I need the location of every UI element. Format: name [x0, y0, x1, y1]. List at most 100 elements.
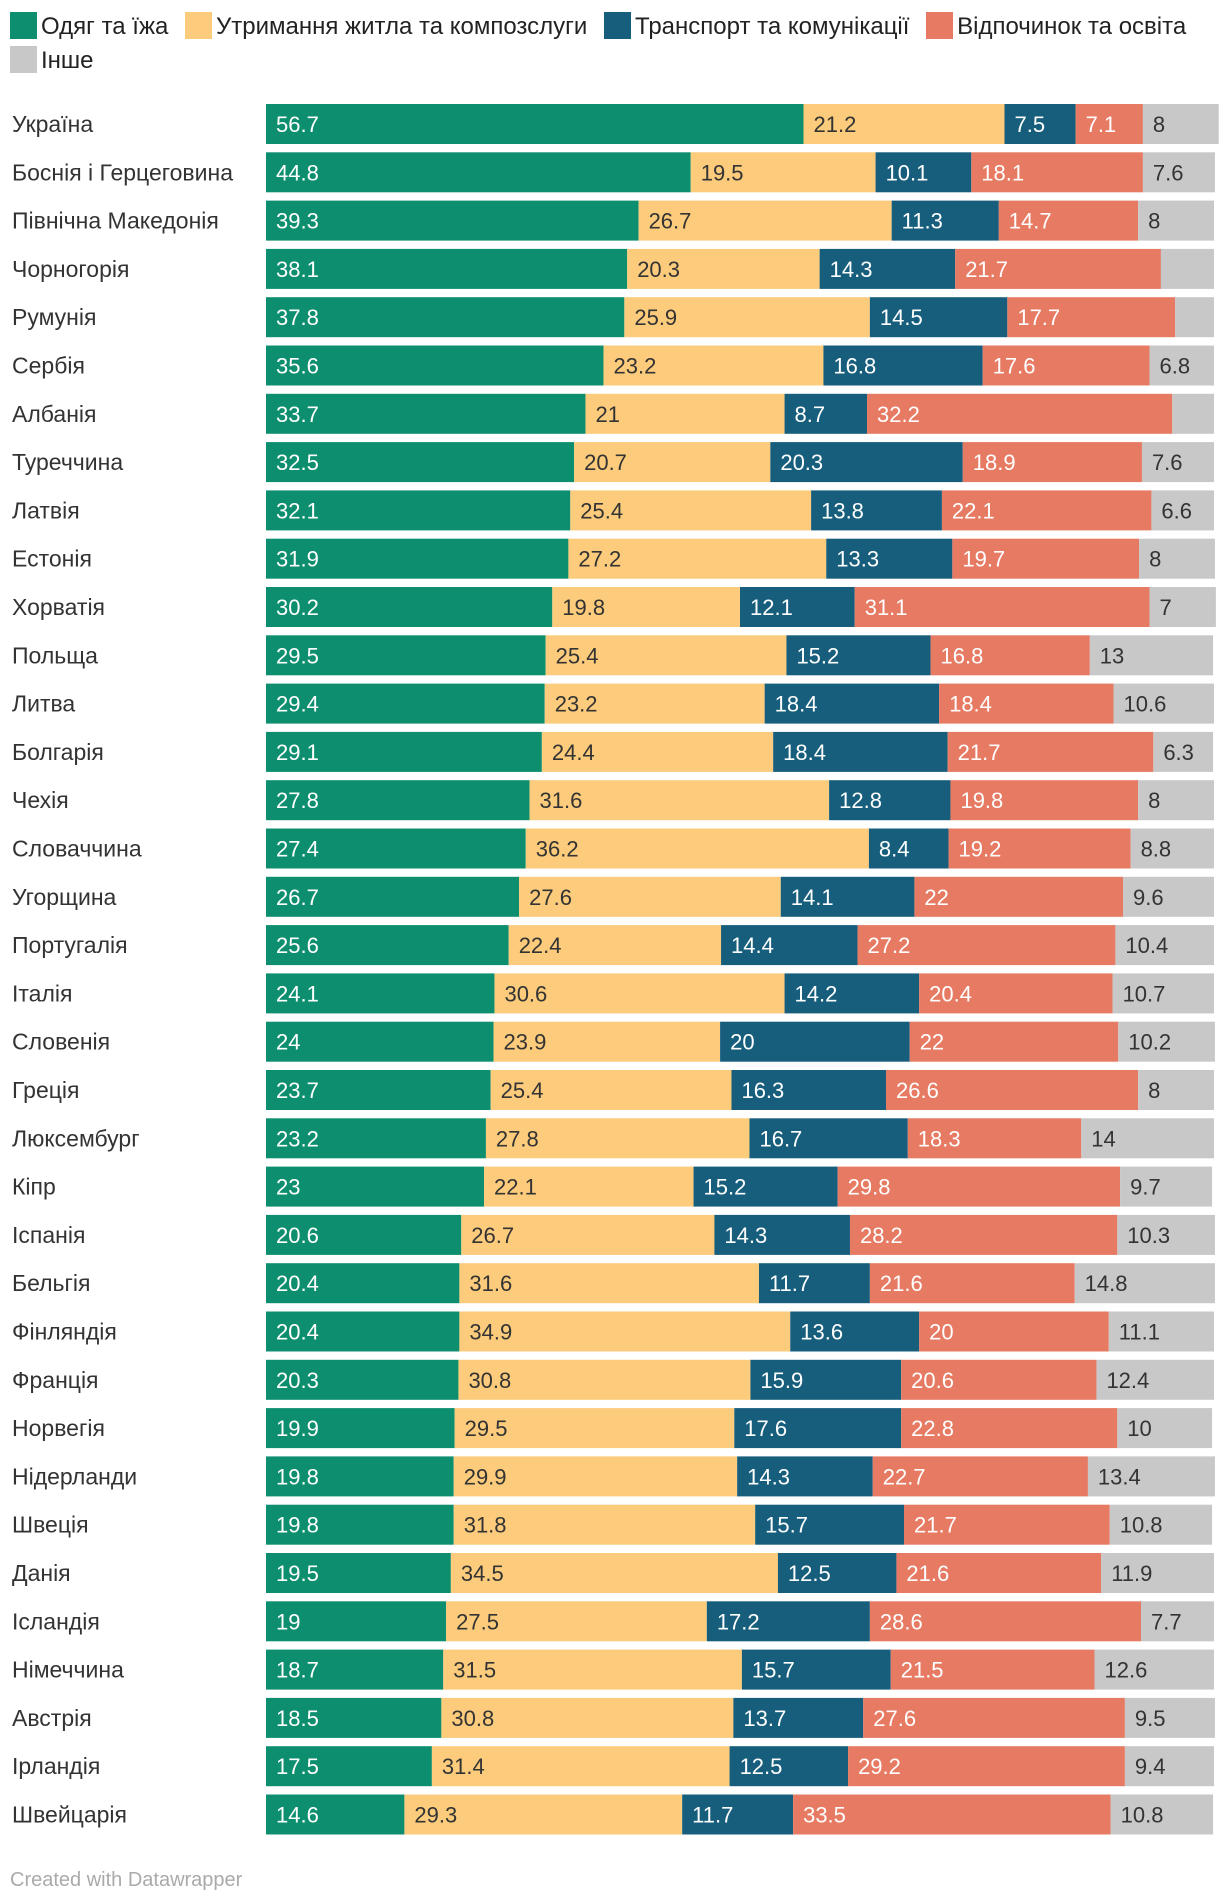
bar-segment[interactable]: [266, 1166, 485, 1207]
bar-segment[interactable]: [1094, 1649, 1214, 1690]
bar-segment[interactable]: [971, 152, 1143, 193]
bar-segment[interactable]: [266, 1214, 462, 1255]
bar-segment[interactable]: [266, 1746, 432, 1787]
bar-segment[interactable]: [1004, 104, 1076, 144]
bar-segment[interactable]: [826, 538, 953, 579]
bar-segment[interactable]: [914, 876, 1123, 917]
bar-segment[interactable]: [624, 297, 870, 338]
bar-segment[interactable]: [758, 1263, 870, 1304]
bar-segment[interactable]: [266, 587, 553, 627]
bar-segment[interactable]: [793, 1794, 1111, 1835]
bar-segment[interactable]: [266, 1697, 442, 1738]
bar-segment[interactable]: [863, 1697, 1125, 1738]
bar-segment[interactable]: [857, 925, 1116, 966]
bar-segment[interactable]: [266, 1456, 454, 1497]
bar-segment[interactable]: [266, 1553, 451, 1593]
bar-segment[interactable]: [585, 393, 785, 434]
bar-segment[interactable]: [941, 490, 1152, 531]
bar-segment[interactable]: [1138, 200, 1214, 241]
bar-segment[interactable]: [904, 1504, 1110, 1545]
bar-segment[interactable]: [721, 925, 858, 966]
bar-segment[interactable]: [952, 538, 1140, 579]
bar-segment[interactable]: [930, 635, 1090, 676]
bar-segment[interactable]: [461, 1214, 715, 1255]
bar-segment[interactable]: [541, 731, 774, 772]
bar-segment[interactable]: [266, 297, 625, 338]
bar-segment[interactable]: [266, 1408, 455, 1449]
bar-segment[interactable]: [837, 1166, 1121, 1207]
bar-segment[interactable]: [266, 200, 639, 241]
bar-segment[interactable]: [266, 1601, 447, 1642]
bar-segment[interactable]: [266, 1070, 491, 1110]
legend-item-transport-communication[interactable]: Транспорт та комунікації: [604, 10, 909, 44]
bar-segment[interactable]: [1101, 1553, 1214, 1593]
bar-segment[interactable]: [459, 1311, 791, 1352]
bar-segment[interactable]: [266, 1794, 405, 1835]
bar-segment[interactable]: [266, 490, 571, 531]
bar-segment[interactable]: [627, 248, 820, 289]
bar-segment[interactable]: [1110, 1794, 1214, 1835]
bar-segment[interactable]: [885, 1070, 1139, 1110]
bar-segment[interactable]: [266, 1359, 459, 1400]
bar-segment[interactable]: [740, 587, 855, 627]
bar-segment[interactable]: [1115, 925, 1214, 966]
bar-segment[interactable]: [1139, 538, 1215, 579]
bar-segment[interactable]: [484, 1166, 694, 1207]
bar-segment[interactable]: [982, 345, 1150, 386]
bar-segment[interactable]: [1149, 587, 1216, 627]
bar-segment[interactable]: [682, 1794, 794, 1835]
bar-segment[interactable]: [1172, 393, 1214, 434]
footer-credit[interactable]: Created with Datawrapper: [10, 1869, 243, 1891]
bar-segment[interactable]: [544, 683, 765, 724]
bar-segment[interactable]: [919, 973, 1113, 1014]
bar-segment[interactable]: [508, 925, 722, 966]
bar-segment[interactable]: [266, 973, 495, 1014]
bar-segment[interactable]: [1138, 1070, 1214, 1110]
bar-segment[interactable]: [1142, 152, 1215, 193]
bar-segment[interactable]: [948, 828, 1131, 869]
bar-segment[interactable]: [819, 248, 956, 289]
bar-segment[interactable]: [848, 1746, 1125, 1787]
bar-segment[interactable]: [770, 442, 963, 483]
bar-segment[interactable]: [896, 1553, 1102, 1593]
bar-segment[interactable]: [454, 1408, 735, 1449]
bar-segment[interactable]: [869, 1601, 1142, 1642]
bar-segment[interactable]: [1124, 1746, 1214, 1787]
bar-segment[interactable]: [266, 1649, 444, 1690]
bar-segment[interactable]: [869, 297, 1008, 338]
bar-segment[interactable]: [947, 731, 1154, 772]
bar-segment[interactable]: [519, 876, 781, 917]
bar-segment[interactable]: [773, 731, 948, 772]
bar-segment[interactable]: [950, 780, 1139, 821]
bar-segment[interactable]: [441, 1697, 734, 1738]
bar-segment[interactable]: [1130, 828, 1214, 869]
bar-segment[interactable]: [693, 1166, 838, 1207]
bar-segment[interactable]: [729, 1746, 849, 1787]
bar-segment[interactable]: [1142, 104, 1219, 144]
bar-segment[interactable]: [638, 200, 892, 241]
bar-segment[interactable]: [790, 1311, 920, 1352]
bar-segment[interactable]: [1118, 1021, 1215, 1062]
bar-segment[interactable]: [690, 152, 876, 193]
bar-segment[interactable]: [431, 1746, 730, 1787]
bar-segment[interactable]: [1151, 490, 1214, 531]
bar-segment[interactable]: [1112, 973, 1214, 1014]
bar-segment[interactable]: [714, 1214, 850, 1255]
bar-segment[interactable]: [266, 1311, 460, 1352]
bar-segment[interactable]: [453, 1504, 756, 1545]
bar-segment[interactable]: [1007, 297, 1176, 338]
bar-segment[interactable]: [266, 1263, 460, 1304]
bar-segment[interactable]: [1122, 876, 1214, 917]
bar-segment[interactable]: [266, 442, 575, 483]
bar-segment[interactable]: [901, 1408, 1118, 1449]
bar-segment[interactable]: [891, 200, 999, 241]
bar-segment[interactable]: [750, 1359, 902, 1400]
bar-segment[interactable]: [453, 1456, 738, 1497]
bar-segment[interactable]: [404, 1794, 683, 1835]
bar-segment[interactable]: [868, 828, 949, 869]
bar-segment[interactable]: [570, 490, 812, 531]
bar-segment[interactable]: [574, 442, 771, 483]
bar-segment[interactable]: [266, 1021, 494, 1062]
bar-segment[interactable]: [733, 1697, 864, 1738]
bar-segment[interactable]: [1081, 1118, 1214, 1159]
